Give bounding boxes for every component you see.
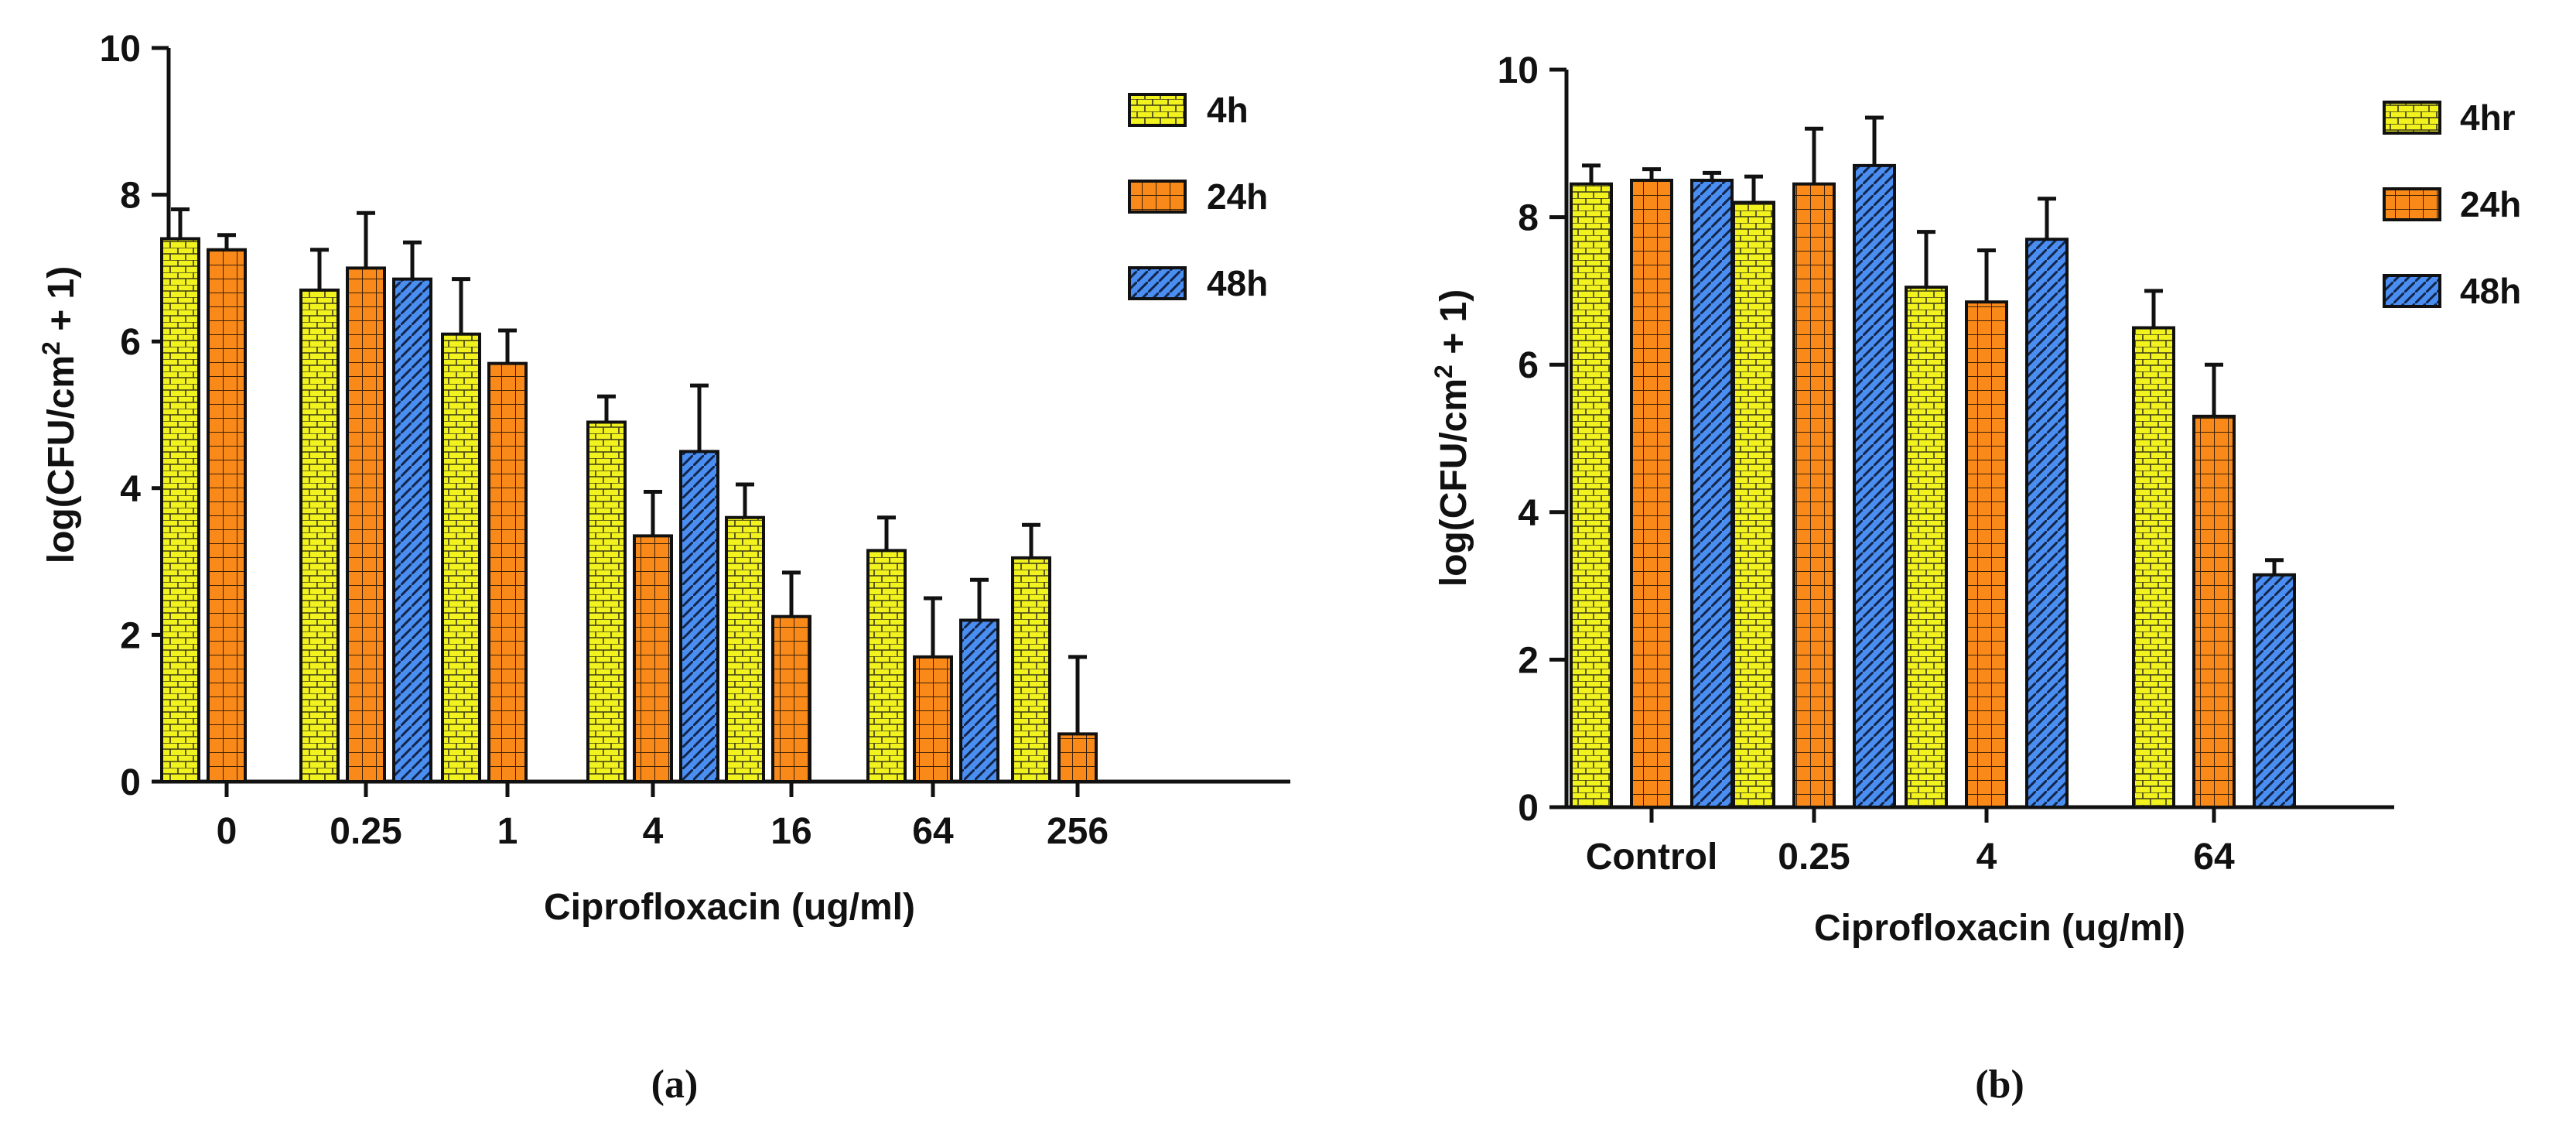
legend-swatch-series-3: [2383, 274, 2441, 308]
y-axis-title: log(CFU/cm2 + 1): [1430, 289, 1474, 587]
bar-4h-256: [1011, 556, 1051, 783]
error-bars: [171, 207, 1087, 734]
y-axis-title: log(CFU/cm2 + 1): [37, 266, 82, 564]
legend-label-series-2: 24h: [2460, 184, 2521, 224]
legend-label-series-3: 48h: [1207, 263, 1268, 303]
chart-panel-a: 0 2 4 6 8 10 0 0.25 1 4 16 64 256 Ciprofloxacin (ug…: [37, 29, 1290, 1107]
y-ticks: 0 2 4 6 8 10: [100, 29, 169, 803]
bar-4h-0.25: [299, 288, 340, 783]
y-tick-label: 2: [120, 615, 141, 656]
legend-label-series-3: 48h: [2460, 271, 2521, 311]
y-ticks: 0 2 4 6 8 10: [1498, 50, 1566, 829]
bar-4hr-4: [1905, 286, 1948, 809]
y-tick-label: 10: [1498, 50, 1539, 91]
bar-24h-1: [487, 361, 528, 783]
y-tick-label: 4: [1518, 493, 1539, 534]
x-tick-label: 1: [497, 811, 518, 852]
legend-swatch-series-1: [1128, 93, 1187, 127]
x-axis-title: Ciprofloxacin (ug/ml): [1814, 908, 2185, 949]
x-tick-label: 4: [643, 811, 664, 852]
bar-48h-64: [959, 618, 999, 783]
legend: 4hr 24h 48h: [2383, 98, 2521, 311]
bar-4h-0: [160, 237, 200, 784]
x-tick-label: 0: [217, 811, 237, 852]
bar-4hr-Control: [1570, 182, 1613, 809]
x-tick-label: 256: [1047, 811, 1109, 852]
y-tick-label: 4: [120, 469, 141, 510]
bar-24h-64: [913, 655, 953, 784]
bar-48h-0.25: [1853, 163, 1896, 809]
chart-panel-b: 0 2 4 6 8 10 Control 0.25 4 64 Ciprofloxacin (ug…: [1430, 50, 2521, 1107]
bar-24h-4: [1965, 300, 2008, 809]
bar-24h-16: [771, 614, 811, 784]
x-ticks: 0 0.25 1 4 16 64 256: [217, 782, 1109, 852]
legend-swatch-series-1: [2383, 101, 2441, 135]
bar-48h-Control: [1690, 178, 1734, 809]
y-tick-label: 2: [1518, 640, 1539, 681]
bars: [1570, 163, 2296, 809]
y-tick-label: 10: [100, 29, 141, 70]
legend-label-series-2: 24h: [1207, 176, 1268, 217]
bar-4h-1: [441, 332, 481, 784]
bar-4h-4: [586, 420, 627, 783]
bar-24h-4: [633, 534, 673, 783]
bar-24h-64: [2192, 414, 2236, 809]
bar-48h-64: [2253, 573, 2296, 809]
panel-label-b: (b): [1975, 1063, 2024, 1107]
y-tick-label: 6: [120, 322, 141, 363]
legend-swatch-series-2: [2383, 187, 2441, 221]
bar-24h-256: [1057, 732, 1098, 784]
bar-4hr-0.25: [1732, 200, 1775, 809]
x-axis-title: Ciprofloxacin (ug/ml): [544, 887, 915, 928]
y-tick-label: 8: [1518, 198, 1539, 239]
y-tick-label: 6: [1518, 345, 1539, 386]
y-tick-label: 0: [120, 762, 141, 803]
x-ticks: Control 0.25 4 64: [1586, 807, 2235, 878]
x-tick-label: 16: [770, 811, 811, 852]
panel-label-a: (a): [651, 1063, 699, 1107]
legend-swatch-series-3: [1128, 266, 1187, 300]
x-tick-label: 64: [912, 811, 954, 852]
bar-24h-0: [207, 248, 247, 783]
x-tick-label: 0.25: [330, 811, 401, 852]
legend-swatch-series-2: [1128, 180, 1187, 214]
x-tick-label: 0.25: [1778, 837, 1850, 878]
x-tick-label: Control: [1586, 837, 1718, 878]
bar-4hr-64: [2132, 326, 2175, 809]
bar-24h-0.25: [346, 266, 386, 783]
legend-label-series-1: 4h: [1207, 90, 1249, 130]
y-tick-label: 0: [1518, 788, 1539, 829]
x-tick-label: 64: [2193, 837, 2235, 878]
legend-label-series-1: 4hr: [2460, 98, 2516, 138]
legend: 4h 24h 48h: [1128, 90, 1268, 303]
bar-4h-64: [866, 549, 907, 783]
y-tick-label: 8: [120, 176, 141, 217]
bar-48h-4: [679, 450, 719, 784]
bar-48h-4: [2025, 238, 2069, 809]
bars: [160, 237, 1098, 784]
bar-48h-0.25: [392, 277, 432, 783]
error-bars: [1582, 115, 2284, 575]
bar-24h-Control: [1630, 178, 1673, 809]
bar-24h-0.25: [1792, 182, 1836, 809]
x-tick-label: 4: [1976, 837, 1997, 878]
bar-4h-16: [725, 515, 765, 783]
